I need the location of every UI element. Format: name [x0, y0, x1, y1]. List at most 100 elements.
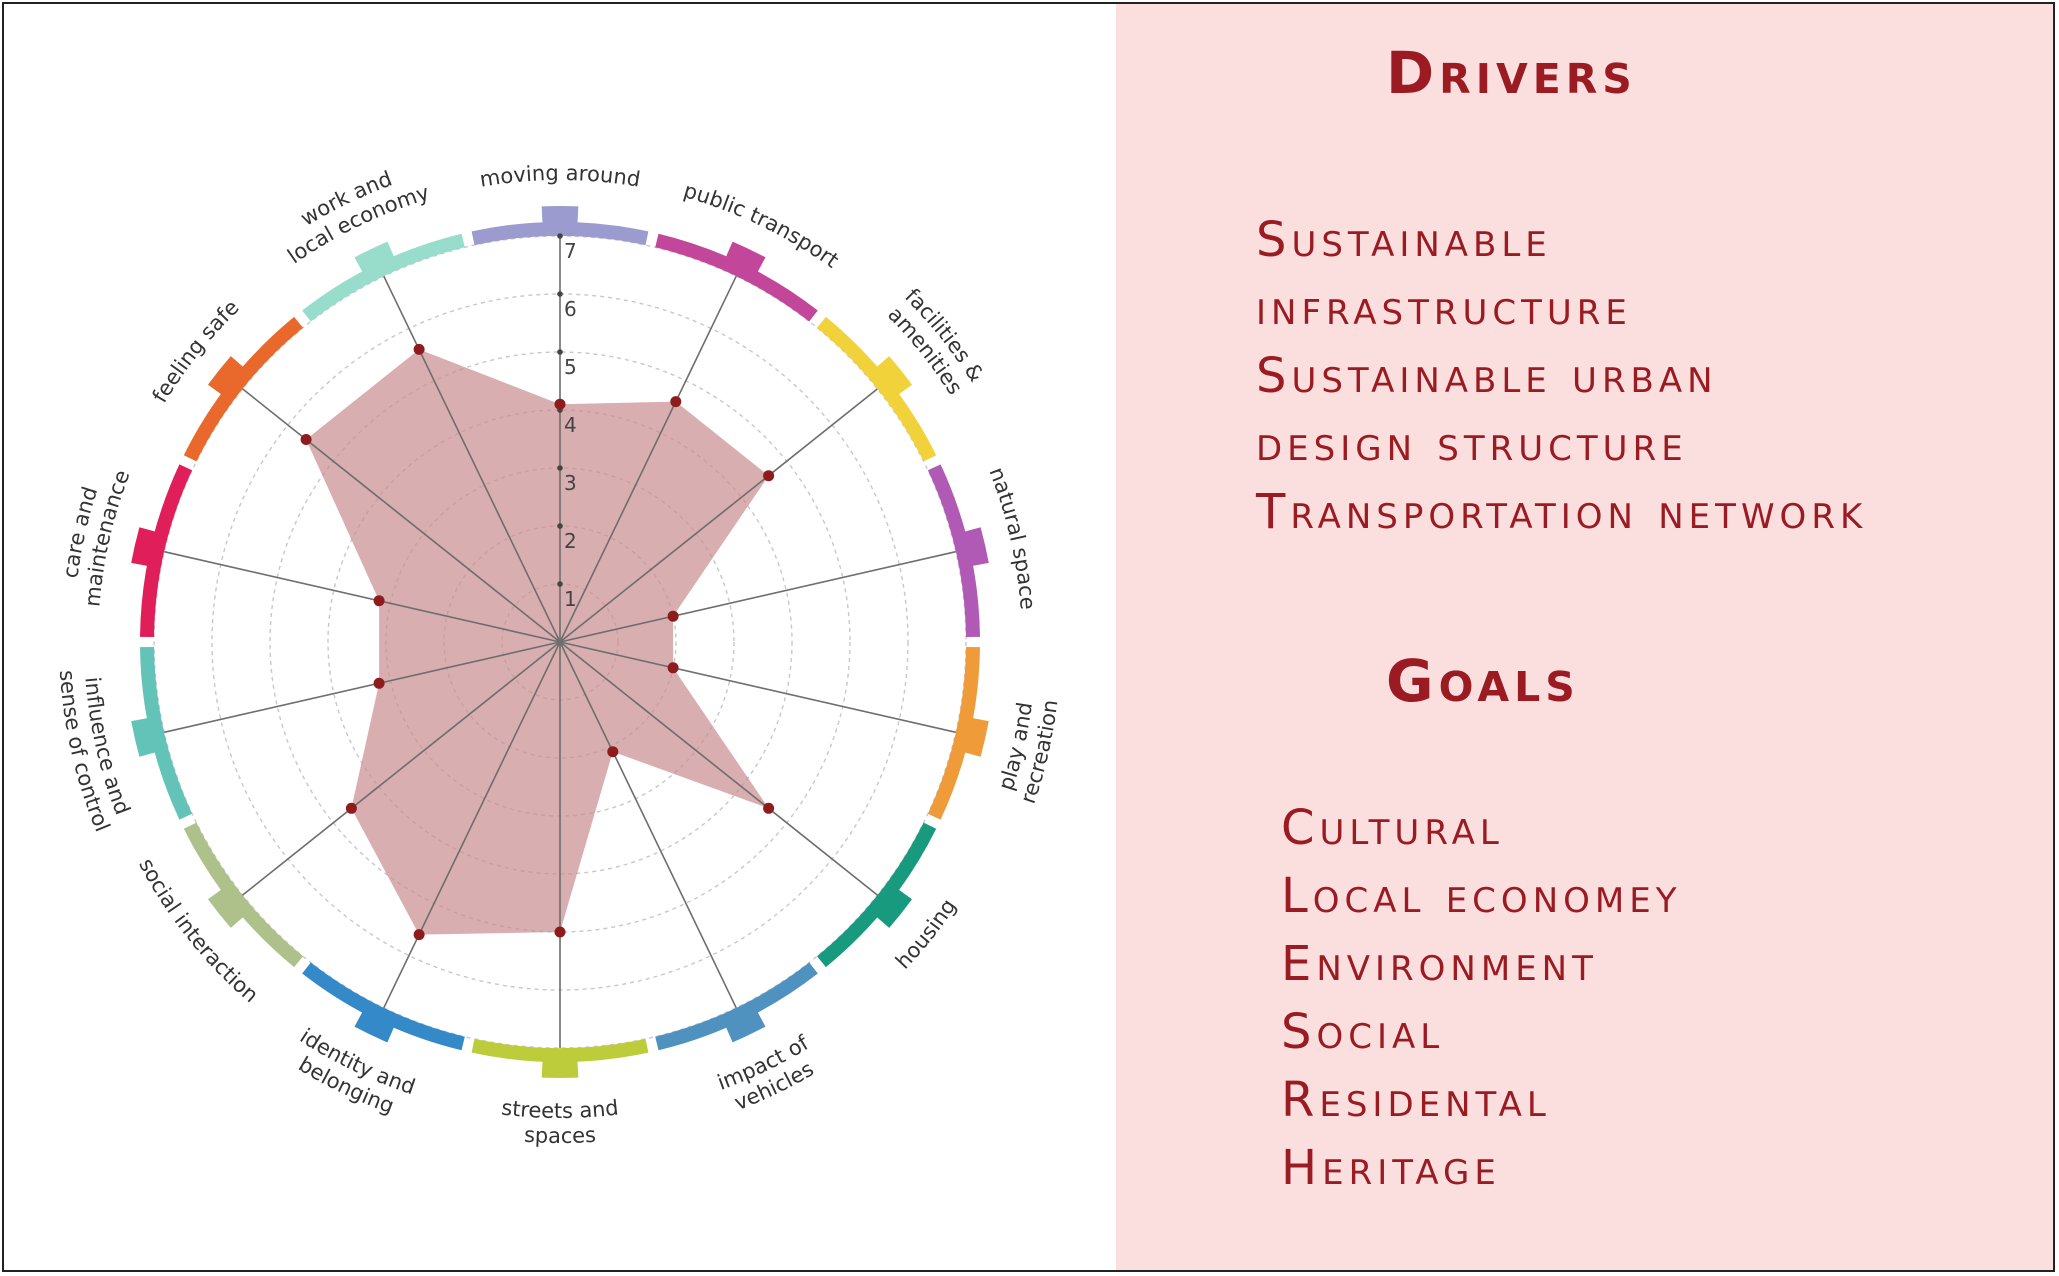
category-ring-tab: [354, 241, 395, 273]
category-label: social interaction: [134, 854, 263, 1007]
category-ring-segment: [471, 1038, 649, 1063]
tick-label: 1: [564, 587, 577, 611]
tick-labels: 1 2 3 4 5 6 7: [557, 233, 577, 611]
goal-item: Heritage: [1281, 1140, 1501, 1196]
tick-label: 5: [564, 355, 577, 379]
driver-item: Sustainable urban: [1256, 348, 1718, 404]
category-label: moving around: [478, 161, 642, 192]
driver-item: infrastructure: [1256, 280, 1632, 336]
category-ring-segment: [655, 962, 818, 1051]
legend-panel: Drivers Sustainable infrastructure Susta…: [1116, 4, 2053, 1270]
category-label-text: social interaction: [134, 854, 263, 1007]
driver-item: design structure: [1256, 416, 1688, 472]
category-ring-segment: [817, 822, 937, 968]
category-ring-segment: [140, 464, 193, 637]
goal-item: Cultural: [1281, 800, 1504, 856]
category-ring-segment: [183, 316, 303, 462]
goal-item: Environment: [1281, 936, 1598, 992]
data-point: [373, 677, 385, 689]
spoke: [383, 275, 561, 643]
spoke: [242, 641, 561, 896]
category-ring-segment: [927, 647, 980, 820]
data-point: [300, 434, 312, 445]
tick-label: 2: [564, 529, 577, 553]
category-ring-segment: [655, 233, 818, 322]
spoke: [559, 641, 737, 1009]
goals-list: Cultural Local economey Environment Soci…: [1281, 794, 1681, 1202]
category-ring-segment: [183, 822, 303, 968]
tick-label: 3: [564, 471, 577, 495]
category-ring-tab: [876, 889, 912, 928]
category-ring-tab: [541, 1060, 579, 1078]
tick-dot: [557, 581, 563, 587]
spoke: [559, 641, 956, 734]
data-point: [554, 398, 566, 410]
category-label-text: natural space: [984, 464, 1039, 611]
radar-chart-panel: 1 2 3 4 5 6 7 moving around public transport faci…: [4, 4, 1116, 1270]
spoke: [559, 641, 878, 896]
spoke: [559, 550, 956, 643]
tick-dot: [557, 465, 563, 471]
category-ring-segment: [140, 647, 193, 820]
drivers-list: Sustainable infrastructure Sustainable u…: [1256, 206, 1867, 546]
spoke: [242, 388, 561, 643]
spoke: [559, 275, 737, 643]
grid-ring: [269, 351, 851, 933]
data-point: [670, 396, 682, 408]
goals-heading: Goals: [1386, 647, 1580, 715]
category-ring-segment: [302, 233, 465, 322]
tick-label: 7: [564, 239, 577, 263]
tick-dot: [557, 233, 563, 239]
data-point: [554, 926, 566, 938]
goal-item: Residental: [1281, 1072, 1551, 1128]
category-ring-tab: [354, 1011, 395, 1043]
driver-item: Sustainable: [1256, 212, 1552, 268]
data-point: [345, 802, 357, 814]
driver-item: Transportation network: [1256, 484, 1868, 540]
category-ring-tab: [208, 889, 244, 928]
category-ring-tab: [964, 527, 989, 566]
data-point: [373, 595, 385, 607]
tick-dot: [557, 291, 563, 297]
spokes: [164, 236, 956, 1048]
data-point: [413, 343, 425, 355]
category-label-text: moving around: [478, 161, 642, 192]
category-ring-tab: [876, 356, 912, 395]
category-label: spaces: [523, 1123, 596, 1148]
tick-dot: [557, 523, 563, 529]
data-point: [763, 470, 775, 482]
data-area: [306, 349, 769, 935]
data-point: [667, 610, 679, 622]
tick-dot: [557, 349, 563, 355]
category-ring-segment: [817, 316, 937, 462]
tick-label: 4: [564, 413, 577, 437]
category-ring-tab: [208, 356, 244, 395]
category-ring-segment: [302, 962, 465, 1051]
tick-label: 6: [564, 297, 577, 321]
category-label-text: spaces: [523, 1123, 596, 1148]
category-ring-segment: [927, 464, 980, 637]
data-point: [607, 746, 619, 758]
grid-ring: [327, 409, 793, 875]
drivers-heading: Drivers: [1386, 39, 1637, 107]
spoke: [559, 388, 878, 643]
data-points: [300, 343, 775, 941]
data-point: [667, 662, 679, 674]
data-point: [763, 802, 775, 814]
goal-item: Local economey: [1281, 868, 1682, 924]
category-ring: [131, 206, 989, 1078]
category-label: natural space: [984, 464, 1039, 611]
goal-item: Social: [1281, 1004, 1445, 1060]
category-label: streets and: [500, 1095, 620, 1123]
category-ring-tab: [131, 527, 156, 566]
data-point: [413, 929, 425, 941]
category-ring-tab: [964, 718, 989, 757]
category-ring-tab: [541, 206, 579, 224]
category-ring-tab: [725, 241, 766, 273]
spoke: [164, 641, 561, 734]
category-ring-tab: [725, 1011, 766, 1043]
category-label-text: streets and: [500, 1095, 620, 1123]
category-ring-tab: [131, 718, 156, 757]
